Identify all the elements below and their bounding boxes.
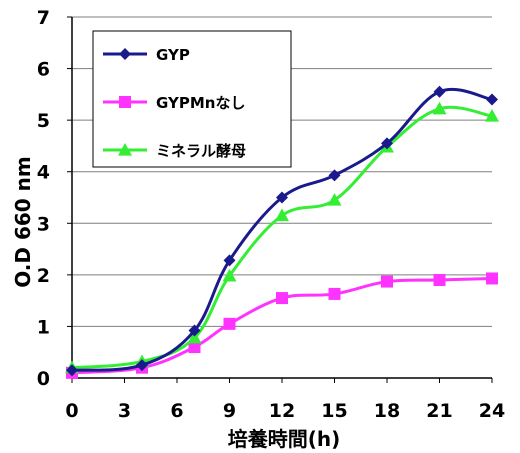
data-point-gyp-4	[276, 191, 288, 204]
data-point-gyp-2	[188, 324, 201, 337]
data-point-gyp-0	[66, 364, 78, 377]
x-tick-label-4: 12	[269, 400, 295, 422]
legend-label-gyp-mn-free: GYPMnなし	[156, 94, 245, 112]
legend-marker-gyp	[119, 48, 131, 60]
x-tick-label-7: 21	[426, 400, 452, 422]
data-point-gyp-mn-free-7	[433, 274, 446, 287]
series-group	[65, 85, 499, 379]
data-point-mineral-yeast-7	[432, 101, 447, 115]
data-point-mineral-yeast-5	[327, 193, 342, 206]
data-point-gyp-mn-free-2	[188, 341, 201, 354]
data-point-gyp-3	[223, 254, 236, 267]
series-gyp	[66, 85, 498, 377]
data-point-mineral-yeast-3	[222, 268, 237, 282]
y-tick-label-4: 4	[37, 162, 50, 184]
x-tick-label-0: 0	[65, 400, 78, 422]
axes	[67, 16, 493, 383]
x-tick-label-2: 6	[170, 400, 183, 422]
data-point-gyp-7	[433, 85, 446, 98]
y-tick-label-7: 7	[37, 7, 50, 29]
y-tick-label-2: 2	[37, 265, 50, 287]
legend-marker-mineral-yeast	[118, 143, 132, 156]
data-point-gyp-mn-free-8	[486, 272, 498, 285]
data-point-gyp-mn-free-3	[223, 317, 236, 330]
legend-item-gyp: GYP	[103, 46, 190, 64]
y-tick-label-5: 5	[37, 110, 50, 132]
data-point-gyp-5	[328, 169, 341, 182]
y-axis-title: O.D 660 nm	[11, 156, 35, 288]
x-axis-title: 培養時間(h)	[228, 427, 341, 451]
x-tick-label-1: 3	[118, 400, 131, 422]
data-point-mineral-yeast-8	[485, 109, 499, 122]
legend-label-gyp: GYP	[156, 46, 190, 64]
legend-marker-gyp-mn-free	[119, 96, 131, 108]
legend-item-mineral-yeast: ミネラル酵母	[103, 142, 246, 160]
x-tick-label-8: 24	[479, 400, 505, 422]
data-point-gyp-mn-free-6	[381, 275, 393, 288]
x-tick-label-3: 9	[223, 400, 236, 422]
legend-item-gyp-mn-free: GYPMnなし	[103, 94, 245, 112]
data-point-gyp-8	[486, 93, 498, 106]
y-tick-label-3: 3	[37, 213, 50, 235]
x-tick-label-6: 18	[374, 400, 400, 422]
data-point-mineral-yeast-2	[187, 330, 202, 344]
data-point-gyp-6	[381, 137, 393, 150]
y-tick-label-6: 6	[37, 59, 50, 81]
data-point-gyp-1	[136, 359, 148, 372]
y-tick-label-0: 0	[37, 368, 50, 390]
series-line-gyp	[71, 87, 493, 372]
x-tick-label-5: 15	[321, 400, 347, 422]
data-point-mineral-yeast-4	[275, 208, 289, 222]
y-tick-label-1: 1	[37, 316, 50, 338]
data-point-gyp-mn-free-4	[276, 292, 288, 305]
data-point-gyp-mn-free-5	[328, 287, 341, 300]
legend-label-mineral-yeast: ミネラル酵母	[156, 142, 246, 160]
